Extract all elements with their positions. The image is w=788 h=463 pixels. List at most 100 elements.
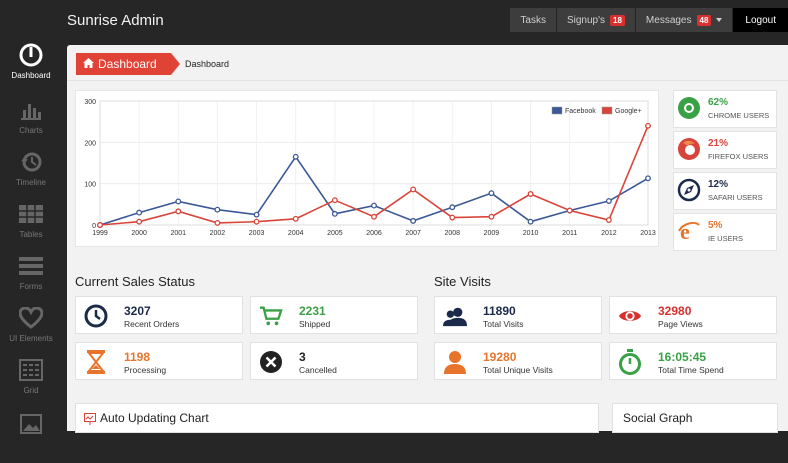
processing-card: 1198 Processing	[75, 342, 243, 380]
safari-pct: 12%	[708, 179, 729, 190]
safari-stat: 12% SAFARI USERS	[673, 172, 777, 210]
data-point	[175, 208, 182, 215]
signups-label: Signup's	[566, 14, 606, 26]
data-point	[214, 219, 221, 226]
data-point	[331, 210, 338, 217]
data-point	[97, 222, 103, 228]
social-graph-title: Social Graph	[623, 411, 693, 425]
sidebar-item-timeline[interactable]: Timeline	[0, 149, 62, 201]
cancelled-card: 3 Cancelled	[250, 342, 418, 380]
shipped-card: 2231 Shipped	[250, 296, 418, 334]
x-tick-label: 2001	[170, 230, 186, 237]
heart-icon	[18, 307, 44, 329]
unique-visits-value: 19280	[483, 350, 517, 364]
sidebar-item-grid[interactable]: Grid	[0, 357, 62, 409]
svg-text:e: e	[680, 219, 690, 243]
data-point	[331, 197, 338, 204]
page-views-card: 32980 Page Views	[609, 296, 777, 334]
sidebar-item-label: Timeline	[16, 178, 46, 187]
clock-icon	[84, 304, 108, 328]
sidebar-item-label: Grid	[23, 386, 39, 395]
sidebar: Dashboard Charts Timeline Tables Forms U…	[0, 42, 62, 434]
plot-area	[99, 100, 649, 226]
cancelled-label: Cancelled	[299, 365, 337, 375]
top-nav: Tasks Signup's 18 Messages 48 Logout	[509, 8, 788, 32]
logout-button[interactable]: Logout	[732, 8, 788, 32]
ie-stat: e 5% IE USERS	[673, 213, 777, 251]
chrome-label: CHROME USERS	[708, 111, 770, 120]
sidebar-item-charts[interactable]: Charts	[0, 97, 62, 149]
auto-updating-chart-panel: Auto Updating Chart	[75, 403, 599, 433]
processing-value: 1198	[124, 350, 151, 364]
bar-chart-icon	[18, 99, 44, 121]
history-icon	[18, 151, 44, 173]
line-chart-panel: 0 100 200 300 1999 2000 2001 2002 2003 2004 2005 20…	[75, 90, 659, 247]
data-point	[645, 175, 651, 182]
time-spend-label: Total Time Spend	[658, 365, 724, 375]
x-tick-label: 2005	[327, 230, 343, 237]
recent-orders-card: 3207 Recent Orders	[75, 296, 243, 334]
data-point	[214, 206, 221, 213]
data-point	[449, 214, 456, 221]
total-visits-card: 11890 Total Visits	[434, 296, 602, 334]
x-tick-label: 2009	[484, 230, 500, 237]
safari-icon	[677, 178, 701, 202]
time-spend-card: 16:05:45 Total Time Spend	[609, 342, 777, 380]
cancelled-value: 3	[299, 350, 306, 364]
messages-label: Messages	[645, 14, 692, 26]
image-icon	[18, 413, 44, 435]
sidebar-item-dashboard[interactable]: Dashboard	[0, 42, 62, 94]
users-icon	[443, 304, 467, 328]
logout-label: Logout	[745, 14, 776, 26]
data-point	[645, 122, 651, 129]
messages-button[interactable]: Messages 48	[634, 8, 733, 32]
unique-visits-card: 19280 Total Unique Visits	[434, 342, 602, 380]
signups-button[interactable]: Signup's 18	[555, 8, 635, 32]
data-point	[253, 211, 260, 218]
legend-swatch	[601, 106, 613, 115]
forms-icon	[18, 255, 44, 277]
app-title[interactable]: Sunrise Admin	[67, 12, 164, 29]
data-point	[371, 202, 377, 209]
breadcrumb: Dashboard Dashboard	[67, 45, 788, 81]
sidebar-item-forms[interactable]: Forms	[0, 253, 62, 305]
firefox-stat: 21% FIREFOX USERS	[673, 131, 777, 169]
data-point	[136, 218, 143, 225]
y-tick-label: 0	[92, 223, 96, 230]
breadcrumb-dashboard-tab[interactable]: Dashboard	[76, 53, 180, 75]
sidebar-item-ui-elements[interactable]: UI Elements	[0, 305, 62, 357]
user-icon	[443, 350, 467, 374]
x-tick-label: 2000	[131, 230, 147, 237]
ie-label: IE USERS	[708, 234, 744, 243]
social-graph-panel: Social Graph	[612, 403, 778, 433]
shipped-label: Shipped	[299, 319, 331, 329]
data-point	[449, 204, 456, 211]
total-visits-label: Total Visits	[483, 319, 524, 329]
data-point	[410, 186, 417, 193]
legend-label: Facebook	[565, 108, 596, 115]
data-point	[136, 209, 143, 216]
grid-icon	[18, 359, 44, 381]
sidebar-item-tables[interactable]: Tables	[0, 201, 62, 253]
firefox-label: FIREFOX USERS	[708, 152, 769, 161]
data-point	[371, 213, 377, 220]
auto-updating-chart-title: Auto Updating Chart	[100, 411, 209, 425]
processing-label: Processing	[124, 365, 167, 375]
x-tick-label: 2002	[210, 230, 226, 237]
sidebar-item-label: UI Elements	[9, 334, 53, 343]
recent-orders-label: Recent Orders	[124, 319, 180, 329]
chrome-stat: 62% CHROME USERS	[673, 90, 777, 128]
data-point	[488, 190, 495, 197]
caret-down-icon	[716, 18, 723, 22]
messages-badge: 48	[696, 14, 712, 26]
data-point	[527, 218, 534, 225]
tasks-button[interactable]: Tasks	[509, 8, 556, 32]
x-tick-label: 2013	[640, 230, 656, 237]
cancel-icon	[259, 350, 283, 374]
data-point	[527, 191, 534, 197]
line-chart: 0 100 200 300 1999 2000 2001 2002 2003 2004 2005 20…	[84, 99, 656, 237]
home-icon	[83, 57, 94, 71]
ie-icon: e	[677, 219, 701, 244]
sidebar-item-gallery[interactable]	[0, 411, 62, 463]
safari-label: SAFARI USERS	[708, 193, 763, 202]
